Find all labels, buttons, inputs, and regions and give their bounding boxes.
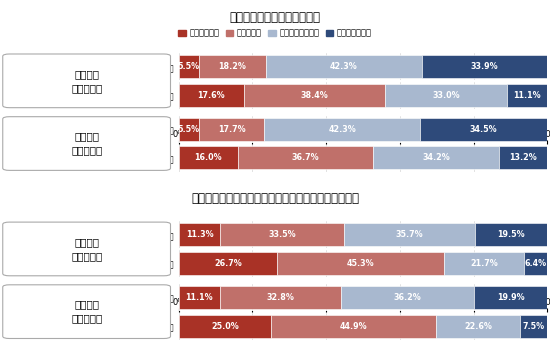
Bar — [373, 146, 499, 169]
Bar — [385, 84, 507, 107]
Text: 7.5%: 7.5% — [522, 321, 544, 331]
Bar — [179, 286, 219, 309]
Bar — [179, 84, 244, 107]
Text: 外国語で
読み、書く: 外国語で 読み、書く — [71, 69, 102, 93]
Text: 42.3%: 42.3% — [328, 125, 356, 134]
FancyBboxPatch shape — [3, 285, 170, 339]
Text: 33.9%: 33.9% — [471, 62, 498, 71]
Bar — [340, 286, 474, 309]
Text: 32.8%: 32.8% — [266, 293, 294, 302]
Text: 「将来、海外で活躍したい」: 「将来、海外で活躍したい」 — [229, 11, 321, 24]
Bar — [179, 252, 277, 275]
Text: 19.9%: 19.9% — [497, 293, 524, 302]
Text: 35.7%: 35.7% — [396, 230, 424, 239]
Text: 38.4%: 38.4% — [300, 91, 328, 100]
Bar — [474, 286, 547, 309]
Bar — [271, 315, 436, 338]
Bar — [422, 55, 547, 78]
Text: 25.0%: 25.0% — [211, 321, 239, 331]
Bar — [444, 252, 524, 275]
Text: 13.2%: 13.2% — [509, 153, 537, 163]
Text: 外国語で
読み、書く: 外国語で 読み、書く — [71, 237, 102, 261]
Text: 11.3%: 11.3% — [186, 230, 213, 239]
Text: 11.1%: 11.1% — [513, 91, 541, 100]
Bar — [199, 118, 264, 141]
Bar — [179, 118, 199, 141]
Text: 36.2%: 36.2% — [393, 293, 421, 302]
Bar — [524, 252, 548, 275]
Text: 17.6%: 17.6% — [197, 91, 225, 100]
Bar — [219, 286, 340, 309]
Text: 5.5%: 5.5% — [178, 62, 200, 71]
Text: 26.7%: 26.7% — [214, 259, 242, 268]
Text: 45.3%: 45.3% — [347, 259, 375, 268]
Bar — [277, 252, 444, 275]
FancyBboxPatch shape — [3, 117, 170, 170]
Bar — [507, 84, 548, 107]
Bar — [199, 55, 266, 78]
Bar — [520, 315, 547, 338]
Text: 33.5%: 33.5% — [268, 230, 296, 239]
Text: 36.7%: 36.7% — [292, 153, 319, 163]
Text: 6.4%: 6.4% — [525, 259, 547, 268]
Bar — [179, 223, 221, 246]
Bar — [266, 55, 422, 78]
Text: 21.7%: 21.7% — [470, 259, 498, 268]
Text: 34.2%: 34.2% — [422, 153, 450, 163]
Text: 34.5%: 34.5% — [470, 125, 498, 134]
Text: 外国語で
聴き、話す: 外国語で 聴き、話す — [71, 300, 102, 324]
Text: 11.1%: 11.1% — [185, 293, 213, 302]
Text: 22.6%: 22.6% — [464, 321, 492, 331]
Bar — [244, 84, 385, 107]
Bar — [238, 146, 373, 169]
Text: 17.7%: 17.7% — [218, 125, 245, 134]
Text: 42.3%: 42.3% — [330, 62, 358, 71]
Legend: とてもそ思う, まあそ思う, あまりそ思わない, 全くそ思わない: とてもそ思う, まあそ思う, あまりそ思わない, 全くそ思わない — [175, 25, 375, 41]
Bar — [436, 315, 520, 338]
Bar — [179, 315, 271, 338]
Bar — [221, 223, 344, 246]
Text: 19.5%: 19.5% — [498, 230, 525, 239]
FancyBboxPatch shape — [3, 222, 170, 276]
Bar — [475, 223, 547, 246]
Bar — [420, 118, 547, 141]
Bar — [179, 146, 238, 169]
Text: 「仕事上で必要ならば海外で働くこともいとわない」: 「仕事上で必要ならば海外で働くこともいとわない」 — [191, 192, 359, 205]
Text: 5.5%: 5.5% — [178, 125, 200, 134]
Text: 外国語で
聴き、話す: 外国語で 聴き、話す — [71, 131, 102, 155]
Bar — [179, 55, 199, 78]
Text: 16.0%: 16.0% — [194, 153, 222, 163]
Text: 44.9%: 44.9% — [340, 321, 367, 331]
Bar — [499, 146, 548, 169]
Text: 18.2%: 18.2% — [218, 62, 246, 71]
Bar — [264, 118, 420, 141]
Bar — [344, 223, 475, 246]
FancyBboxPatch shape — [3, 54, 170, 108]
Text: 33.0%: 33.0% — [432, 91, 460, 100]
